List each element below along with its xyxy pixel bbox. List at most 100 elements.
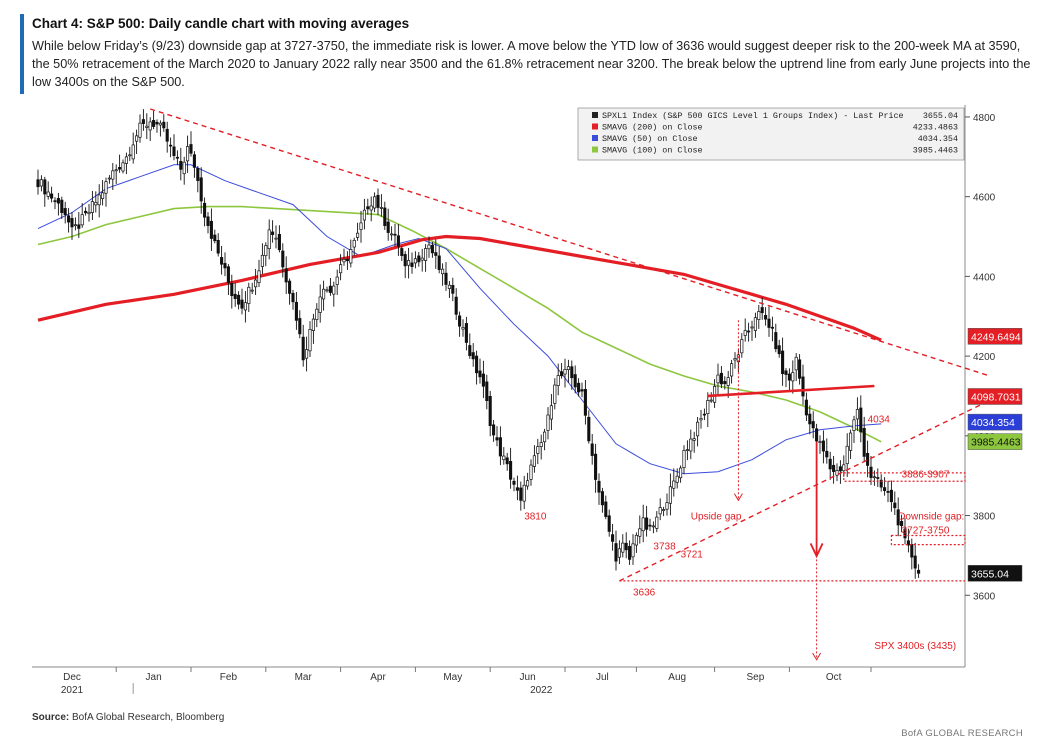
- candle-body-32: [145, 125, 149, 128]
- candle-body-212: [757, 311, 761, 320]
- candle-body-142: [519, 487, 523, 501]
- candle-body-252: [893, 502, 897, 509]
- candle-body-40: [172, 146, 176, 157]
- candle-body-150: [546, 414, 550, 431]
- candle-body-17: [94, 202, 98, 206]
- candle-body-101: [379, 207, 383, 209]
- candle-body-62: [247, 286, 251, 304]
- candle-body-3: [46, 191, 50, 197]
- candle-body-95: [359, 222, 363, 230]
- candle-body-115: [427, 244, 431, 250]
- candle-body-195: [699, 418, 703, 421]
- annotation-3721: 3721: [681, 549, 704, 560]
- candle-body-2: [43, 179, 47, 195]
- candle-body-181: [651, 525, 655, 528]
- candle-body-162: [587, 416, 591, 442]
- candle-body-158: [573, 374, 577, 388]
- candle-body-155: [563, 369, 567, 375]
- candle-body-121: [447, 284, 451, 289]
- candle-body-4: [50, 193, 54, 199]
- candle-body-8: [63, 208, 67, 216]
- candle-body-173: [624, 542, 628, 551]
- candle-body-127: [468, 345, 472, 356]
- price-tag-3655.04: [967, 565, 1023, 582]
- candle-body-60: [240, 299, 244, 309]
- candle-body-53: [216, 240, 220, 254]
- legend-label-2: SMAVG (50) on Close: [602, 134, 698, 144]
- candle-body-109: [407, 260, 411, 266]
- candle-body-84: [322, 288, 326, 300]
- candle-body-211: [753, 317, 757, 331]
- candle-body-236: [838, 466, 842, 472]
- candle-body-73: [284, 268, 288, 283]
- candle-body-180: [648, 524, 652, 527]
- candle-body-124: [458, 315, 462, 327]
- candle-body-103: [386, 221, 390, 233]
- candle-body-249: [883, 487, 887, 491]
- candle-body-99: [373, 196, 377, 209]
- candle-body-159: [577, 382, 581, 393]
- candle-body-258: [913, 555, 917, 569]
- x-label-jul: Jul: [596, 672, 609, 683]
- candle-body-130: [478, 370, 482, 378]
- projection-arrowhead: [812, 652, 822, 661]
- annotations: 4034 3886-3907 Downside gap: 3727-3750 3810 U…: [149, 108, 1008, 661]
- candle-body-208: [743, 330, 747, 336]
- sma200-line: [37, 234, 882, 342]
- candle-body-221: [787, 373, 791, 381]
- candle-body-187: [672, 480, 676, 489]
- candle-body-194: [696, 421, 700, 437]
- candle-body-108: [403, 254, 407, 267]
- candle-body-225: [801, 376, 805, 397]
- candle-body-198: [709, 399, 713, 402]
- candle-body-78: [301, 336, 305, 361]
- candle-body-170: [614, 543, 618, 562]
- candle-body-147: [536, 446, 540, 454]
- candle-body-183: [658, 507, 662, 515]
- candle-body-116: [430, 244, 434, 254]
- candle-body-192: [689, 438, 693, 452]
- candle-body-202: [723, 381, 727, 385]
- candle-body-196: [702, 413, 706, 416]
- candle-body-160: [580, 389, 584, 392]
- candle-body-126: [464, 323, 468, 343]
- annotation-spx-3400s-3435-: SPX 3400s (3435): [874, 641, 956, 652]
- y-tick-label-4600: 4600: [973, 193, 996, 204]
- candle-body-26: [124, 156, 128, 164]
- price-tag-label-4249.6494: 4249.6494: [971, 331, 1021, 343]
- candle-body-107: [400, 248, 404, 256]
- candle-body-200: [716, 374, 720, 384]
- candle-body-33: [148, 121, 152, 131]
- candle-body-31: [141, 119, 145, 124]
- candle-body-197: [706, 400, 710, 414]
- candle-body-48: [199, 177, 203, 202]
- candle-body-256: [906, 540, 910, 546]
- gap-3886-3907: [843, 472, 966, 482]
- x-label-mar: Mar: [295, 672, 313, 683]
- candle-body-247: [876, 477, 880, 479]
- candle-body-114: [424, 248, 428, 261]
- price-tag-4098.7031: [967, 388, 1023, 405]
- candle-body-88: [335, 276, 339, 285]
- annotation-3636: 3636: [633, 587, 656, 598]
- candle-body-251: [889, 489, 893, 503]
- candle-body-169: [611, 534, 615, 542]
- candle-body-217: [774, 332, 778, 350]
- candle-body-216: [770, 326, 774, 329]
- candle-body-143: [522, 484, 526, 502]
- legend: SPXL1 Index (S&P 500 GICS Level 1 Groups…: [577, 107, 965, 161]
- legend-swatch-2: [592, 135, 598, 141]
- candle-body-104: [390, 233, 394, 236]
- candle-body-58: [233, 293, 237, 299]
- candle-body-42: [179, 160, 183, 170]
- candle-body-23: [114, 169, 118, 172]
- candle-body-204: [730, 363, 734, 377]
- candle-body-222: [791, 372, 795, 382]
- candle-body-184: [662, 509, 666, 512]
- candle-body-12: [77, 224, 81, 229]
- annotation-upside-gap: Upside gap: [691, 512, 742, 523]
- annotation-downside-gap-: Downside gap:: [898, 512, 964, 523]
- candle-body-29: [135, 135, 139, 142]
- candle-body-164: [594, 453, 598, 480]
